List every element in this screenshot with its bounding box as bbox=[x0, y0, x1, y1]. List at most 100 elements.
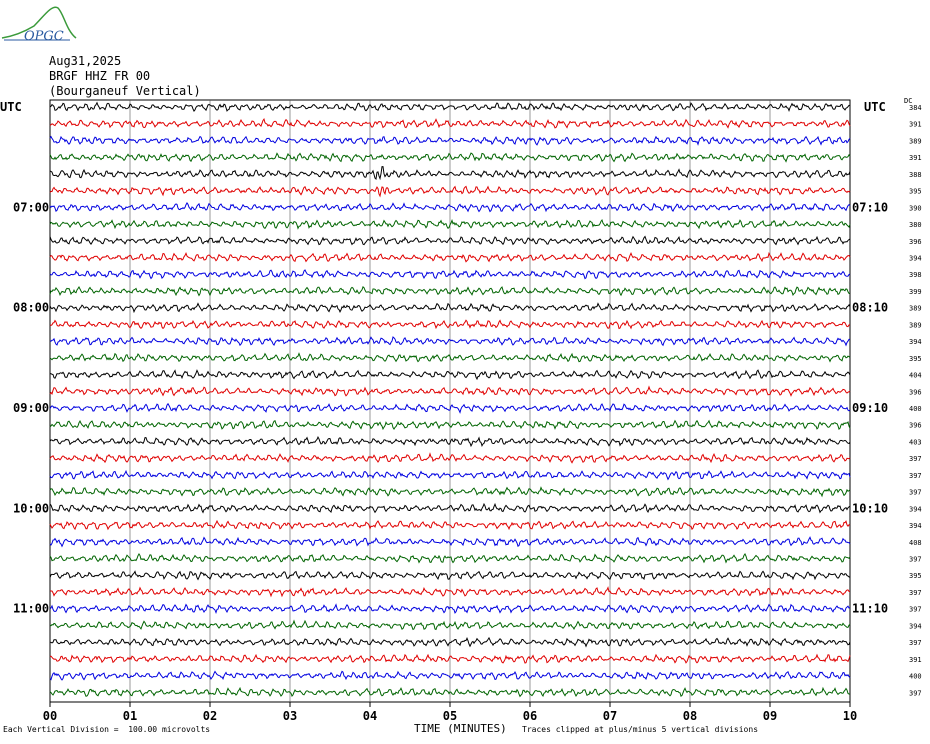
clip-note: Traces clipped at plus/minus 5 vertical … bbox=[522, 725, 759, 734]
dc-offset-label: 403 bbox=[909, 438, 922, 446]
x-tick-label: 03 bbox=[283, 709, 297, 723]
x-tick-label: 10 bbox=[843, 709, 857, 723]
seismic-trace bbox=[49, 302, 851, 314]
seismic-trace bbox=[49, 469, 851, 481]
x-tick-label: 08 bbox=[683, 709, 697, 723]
right-hour-label: 07:10 bbox=[852, 200, 888, 214]
x-tick-label: 00 bbox=[43, 709, 57, 723]
seismic-trace bbox=[49, 653, 851, 664]
dc-offset-label: 394 bbox=[909, 622, 922, 630]
dc-offset-label: 397 bbox=[909, 455, 922, 463]
seismic-trace bbox=[49, 118, 851, 129]
dc-offset-label: 395 bbox=[909, 572, 922, 580]
seismic-trace bbox=[49, 219, 851, 230]
dc-offset-label: 389 bbox=[909, 321, 922, 329]
seismic-trace bbox=[49, 251, 851, 263]
station-code: BRGF HHZ FR 00 bbox=[49, 69, 151, 83]
seismic-trace bbox=[49, 486, 851, 498]
seismic-trace bbox=[49, 202, 851, 213]
seismic-trace bbox=[49, 185, 851, 198]
dc-offset-label: 397 bbox=[909, 556, 922, 564]
seismic-trace bbox=[49, 603, 851, 614]
seismic-trace bbox=[49, 419, 851, 431]
plot-date: Aug31,2025 bbox=[49, 54, 122, 68]
left-hour-label: 10:00 bbox=[13, 501, 49, 515]
dc-offset-label: 394 bbox=[909, 522, 922, 530]
seismic-trace bbox=[49, 502, 851, 514]
dc-offset-label: 384 bbox=[909, 104, 922, 112]
seismic-trace bbox=[49, 352, 851, 363]
left-hour-label: 11:00 bbox=[13, 602, 49, 616]
opgc-logo: OPGC bbox=[1, 6, 77, 44]
dc-offset-label: 380 bbox=[909, 221, 922, 229]
dc-offset-label: 395 bbox=[909, 355, 922, 363]
dc-offset-label: 400 bbox=[909, 673, 922, 681]
seismic-trace bbox=[49, 369, 851, 381]
seismic-trace bbox=[49, 536, 851, 548]
dc-offset-label: 391 bbox=[909, 154, 922, 162]
seismic-trace bbox=[49, 636, 851, 648]
dc-offset-label: 397 bbox=[909, 489, 922, 497]
dc-offset-label: 394 bbox=[909, 338, 922, 346]
dc-offset-label: 396 bbox=[909, 238, 922, 246]
seismic-trace bbox=[49, 336, 851, 347]
dc-offset-label: 397 bbox=[909, 589, 922, 597]
dc-offset-label: 388 bbox=[909, 171, 922, 179]
seismic-trace bbox=[49, 269, 851, 280]
right-timezone-label: UTC bbox=[864, 100, 886, 114]
dc-offset-label: 391 bbox=[909, 656, 922, 664]
dc-offset-label: 397 bbox=[909, 639, 922, 647]
seismic-trace bbox=[49, 285, 851, 297]
right-hour-label: 11:10 bbox=[852, 602, 888, 616]
dc-offset-label: 397 bbox=[909, 606, 922, 614]
seismic-trace bbox=[49, 686, 851, 698]
dc-offset-label: 389 bbox=[909, 305, 922, 313]
dc-offset-label: 399 bbox=[909, 288, 922, 296]
right-hour-label: 08:10 bbox=[852, 301, 888, 315]
dc-offset-label: 408 bbox=[909, 539, 922, 547]
dc-offset-label: 400 bbox=[909, 405, 922, 413]
right-hour-label: 09:10 bbox=[852, 401, 888, 415]
seismic-trace bbox=[49, 586, 851, 598]
seismic-trace bbox=[49, 552, 851, 564]
seismic-trace bbox=[49, 619, 851, 631]
seismic-trace bbox=[49, 435, 851, 448]
left-hour-label: 09:00 bbox=[13, 401, 49, 415]
seismic-trace bbox=[49, 452, 851, 464]
seismic-trace bbox=[49, 402, 851, 414]
dc-offset-label: 397 bbox=[909, 472, 922, 480]
x-tick-label: 04 bbox=[363, 709, 377, 723]
dc-offset-label: 398 bbox=[909, 271, 922, 279]
seismic-trace bbox=[49, 519, 851, 531]
x-tick-label: 05 bbox=[443, 709, 457, 723]
dc-offset-label: 396 bbox=[909, 422, 922, 430]
left-timezone-label: UTC bbox=[0, 100, 22, 114]
x-tick-label: 09 bbox=[763, 709, 777, 723]
x-axis-title: TIME (MINUTES) bbox=[414, 722, 507, 735]
seismic-trace bbox=[49, 235, 851, 246]
dc-offset-label: 390 bbox=[909, 204, 922, 212]
dc-offset-label: 394 bbox=[909, 505, 922, 513]
dc-offset-label: 391 bbox=[909, 121, 922, 129]
x-tick-label: 02 bbox=[203, 709, 217, 723]
seismic-trace bbox=[49, 319, 851, 330]
dc-offset-label: 395 bbox=[909, 188, 922, 196]
seismic-trace bbox=[49, 135, 851, 146]
dc-offset-label: 404 bbox=[909, 372, 922, 380]
dc-offset-label: 389 bbox=[909, 137, 922, 145]
vertical-scale-note: Each Vertical Division = 100.00 microvol… bbox=[3, 725, 211, 734]
seismic-trace bbox=[49, 570, 851, 581]
right-hour-label: 10:10 bbox=[852, 501, 888, 515]
logo-text: OPGC bbox=[24, 29, 64, 44]
x-tick-label: 07 bbox=[603, 709, 617, 723]
seismic-trace bbox=[49, 670, 851, 681]
seismic-trace bbox=[49, 385, 851, 397]
seismic-trace bbox=[49, 101, 851, 113]
dc-offset-label: 396 bbox=[909, 388, 922, 396]
seismic-trace bbox=[49, 166, 851, 181]
x-tick-label: 06 bbox=[523, 709, 537, 723]
left-hour-label: 08:00 bbox=[13, 301, 49, 315]
dc-offset-label: 394 bbox=[909, 255, 922, 263]
left-hour-label: 07:00 bbox=[13, 200, 49, 214]
